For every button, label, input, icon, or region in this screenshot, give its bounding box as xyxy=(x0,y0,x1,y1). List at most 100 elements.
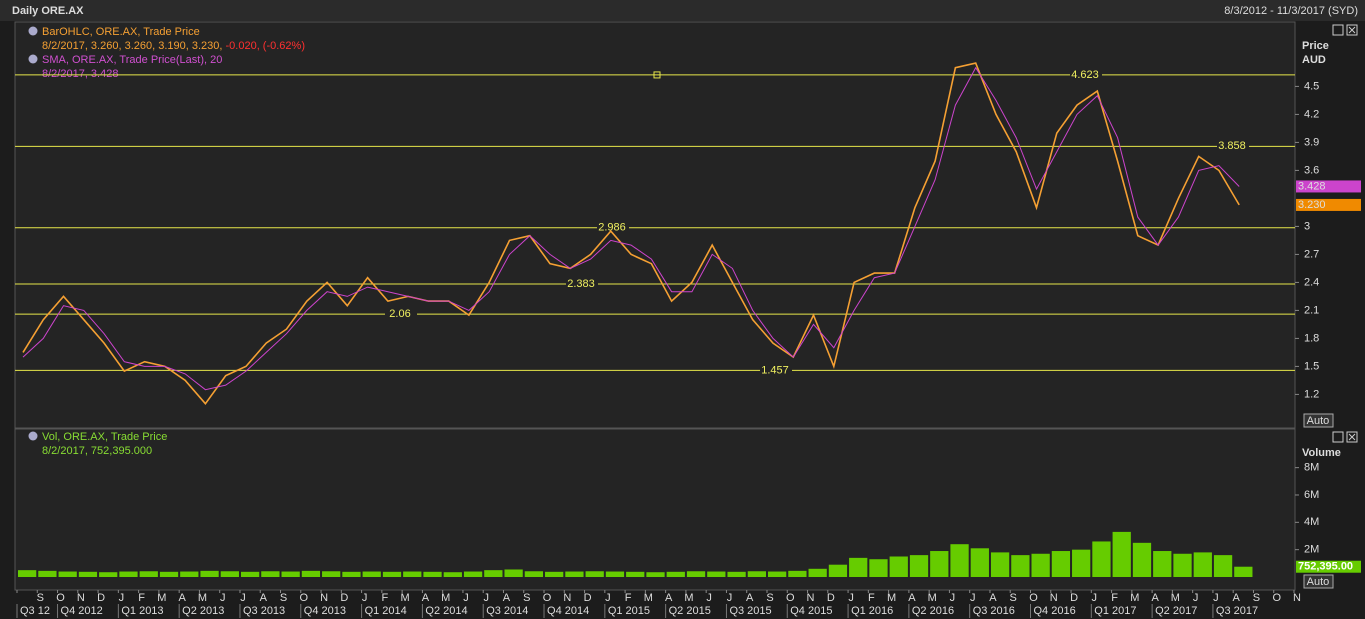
close-button[interactable] xyxy=(1346,431,1358,443)
volume-bar xyxy=(646,572,665,577)
x-tick-label: J xyxy=(605,592,611,604)
last-value-label: 3.230 xyxy=(1298,199,1326,211)
quarter-label: Q3 2013 xyxy=(243,605,285,617)
legend-detail: 8/2/2017, 3.428 xyxy=(42,68,118,80)
x-tick-label: O xyxy=(299,592,308,604)
volume-bar xyxy=(119,571,138,577)
volume-bar xyxy=(180,571,199,577)
legend-name: SMA, ORE.AX, Trade Price(Last), 20 xyxy=(42,54,222,66)
x-tick-label: S xyxy=(1253,592,1260,604)
volume-bar xyxy=(99,572,118,577)
axis-title: Volume xyxy=(1302,447,1341,459)
legend-icon[interactable] xyxy=(28,26,38,36)
y-tick-label: 1.5 xyxy=(1304,360,1319,372)
x-tick-label: J xyxy=(220,592,226,604)
y-tick-label: 2.4 xyxy=(1304,276,1319,288)
x-tick-label: D xyxy=(1070,592,1078,604)
y-tick-label: 4.5 xyxy=(1304,80,1319,92)
volume-bar xyxy=(727,571,746,577)
maximize-button[interactable] xyxy=(1332,431,1344,443)
level-label-bg xyxy=(1070,68,1102,81)
x-tick-label: A xyxy=(503,592,511,604)
volume-bar xyxy=(463,571,483,577)
x-tick-label: A xyxy=(422,592,430,604)
volume-bar xyxy=(788,570,807,577)
volume-bar xyxy=(362,571,381,577)
volume-bar xyxy=(301,570,321,577)
volume-bar xyxy=(78,571,98,577)
volume-bar xyxy=(504,569,523,577)
x-tick-label: F xyxy=(1111,592,1118,604)
volume-bar xyxy=(585,571,604,577)
quarter-label: Q1 2015 xyxy=(608,605,650,617)
quarter-label: Q4 2015 xyxy=(790,605,832,617)
quarter-label: Q3 12 xyxy=(20,605,50,617)
x-tick-label: N xyxy=(77,592,85,604)
maximize-button[interactable] xyxy=(1332,24,1344,36)
x-tick-label: J xyxy=(362,592,368,604)
volume-bar xyxy=(322,571,341,577)
x-tick-label: F xyxy=(138,592,145,604)
volume-bar xyxy=(747,571,766,577)
x-tick-label: O xyxy=(1029,592,1038,604)
y-tick-label: 4.2 xyxy=(1304,108,1319,120)
quarter-label: Q4 2012 xyxy=(61,605,103,617)
legend-detail: 8/2/2017, 752,395.000 xyxy=(42,445,152,457)
x-tick-label: F xyxy=(381,592,388,604)
x-tick-label: M xyxy=(157,592,166,604)
close-button[interactable] xyxy=(1346,24,1358,36)
scale-button-label[interactable]: Auto xyxy=(1307,415,1330,427)
volume-bar xyxy=(1213,555,1233,577)
window-buttons[interactable] xyxy=(1332,24,1358,443)
x-tick-label: A xyxy=(746,592,754,604)
volume-bar xyxy=(626,571,645,577)
volume-bar xyxy=(1173,553,1192,577)
legend-icon[interactable] xyxy=(28,54,38,64)
y-tick-label: 2M xyxy=(1304,544,1319,556)
quarter-label: Q1 2014 xyxy=(365,605,407,617)
legend-name: Vol, ORE.AX, Trade Price xyxy=(42,431,167,443)
volume-bar xyxy=(443,572,462,577)
volume-bar xyxy=(1031,553,1050,577)
volume-bar xyxy=(869,559,888,577)
x-tick-label: J xyxy=(1193,592,1199,604)
x-tick-label: J xyxy=(706,592,712,604)
volume-bar xyxy=(382,571,402,577)
x-tick-label: M xyxy=(644,592,653,604)
x-tick-label: F xyxy=(625,592,632,604)
volume-bar xyxy=(545,571,564,577)
volume-bar xyxy=(18,570,37,577)
x-tick-label: S xyxy=(1010,592,1017,604)
volume-bar xyxy=(605,571,625,577)
y-tick-label: 3.9 xyxy=(1304,136,1319,148)
x-tick-label: J xyxy=(240,592,246,604)
volume-bar xyxy=(261,571,280,577)
volume-bar xyxy=(808,568,827,577)
scale-button[interactable] xyxy=(1303,413,1334,428)
legend-icon[interactable] xyxy=(28,431,38,441)
last-value-tag xyxy=(1296,560,1361,573)
legend-values: 8/2/2017, 3.260, 3.260, 3.190, 3.230, xyxy=(42,40,222,52)
scale-button-label[interactable]: Auto xyxy=(1307,576,1330,588)
y-tick-label: 1.8 xyxy=(1304,332,1319,344)
quarter-label: Q4 2013 xyxy=(304,605,346,617)
volume-bar xyxy=(1234,566,1253,577)
level-label: 2.383 xyxy=(567,278,595,290)
quarter-label: Q4 2016 xyxy=(1034,605,1076,617)
volume-bar xyxy=(849,557,868,577)
volume-bar xyxy=(38,570,57,577)
quarter-label: Q1 2013 xyxy=(121,605,163,617)
x-tick-label: A xyxy=(908,592,916,604)
price-line xyxy=(22,62,1240,405)
x-tick-label: A xyxy=(260,592,268,604)
x-tick-label: J xyxy=(970,592,976,604)
x-tick-label: S xyxy=(280,592,287,604)
x-tick-label: A xyxy=(178,592,186,604)
level-label-bg xyxy=(566,277,598,290)
scale-button[interactable] xyxy=(1303,574,1334,589)
legend-detail: 8/2/2017, 3.260, 3.260, 3.190, 3.230, -0… xyxy=(42,40,305,52)
x-tick-label: S xyxy=(523,592,530,604)
volume-bar xyxy=(342,571,361,577)
level-label: 2.06 xyxy=(389,308,410,320)
